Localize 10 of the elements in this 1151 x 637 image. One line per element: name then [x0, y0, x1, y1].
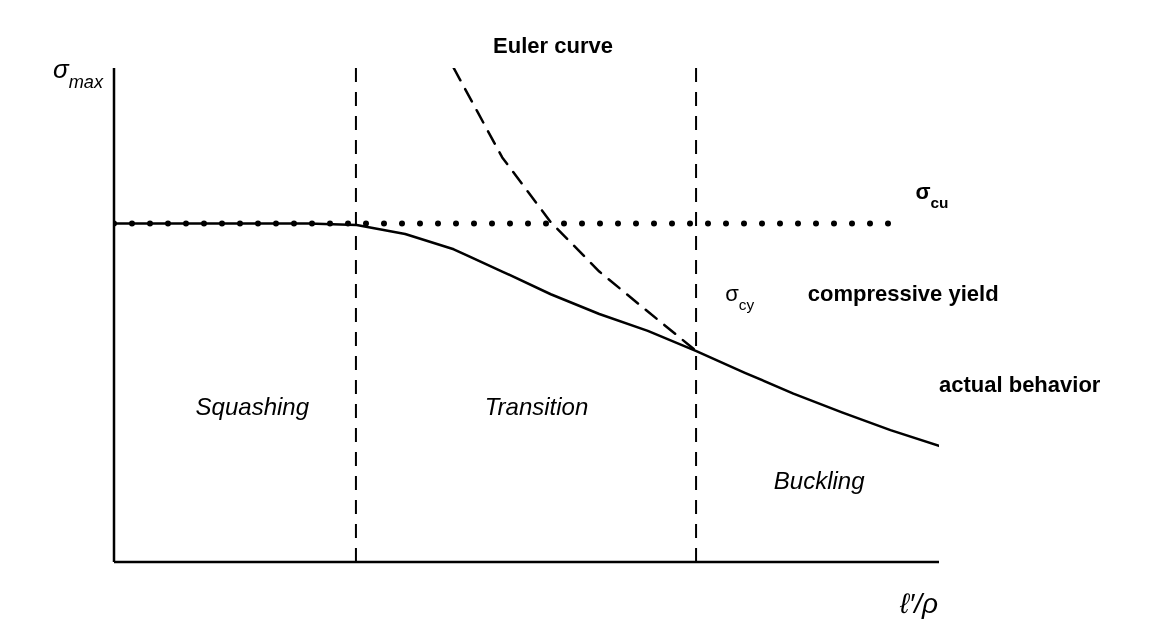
annotation: Buckling [773, 466, 866, 494]
annotation: Transition [484, 392, 589, 420]
text: actual behavior [939, 371, 1101, 397]
series-label: Euler curve [493, 33, 613, 58]
series-label: σ$_{cu}$ [915, 178, 949, 211]
x-axis-title: ℓ′/ρ [898, 588, 939, 619]
annotation: compressive yield [807, 280, 999, 306]
annotation: σ$_{cy}$ [725, 280, 755, 313]
annotation: Squashing [195, 392, 310, 420]
y-axis-title: σ$_{max}$ [52, 54, 104, 92]
